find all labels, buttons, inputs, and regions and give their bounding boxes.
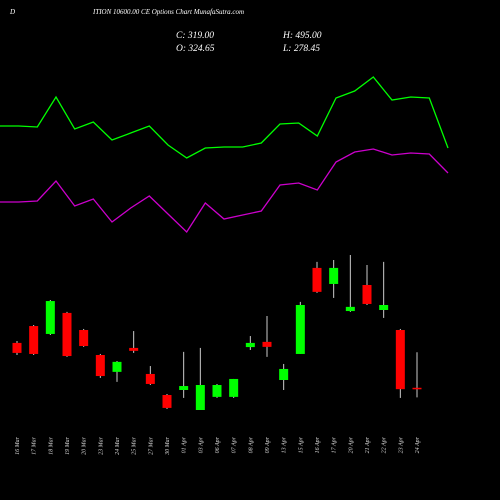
x-tick-label: 23 Apr	[398, 436, 404, 453]
candle-body	[179, 386, 189, 390]
candle-body	[45, 301, 55, 334]
candle-body	[229, 378, 239, 397]
candle-body	[412, 387, 422, 390]
x-tick-label: 07 Apr	[232, 436, 238, 453]
x-tick-label: 20 Apr	[348, 436, 354, 453]
candle-body	[312, 267, 322, 292]
candle-body	[212, 385, 222, 397]
ohlc-close: C: 319.00	[176, 31, 214, 41]
candle-body	[362, 285, 372, 304]
x-tick-label: 17 Mar	[32, 436, 38, 454]
candle-body	[12, 342, 22, 353]
candle-body	[345, 306, 355, 312]
indicator-line	[0, 148, 449, 234]
x-tick-label: 17 Apr	[332, 436, 338, 453]
x-tick-label: 06 Apr	[215, 436, 221, 453]
x-tick-label: 16 Mar	[15, 436, 21, 454]
x-tick-label: 23 Mar	[98, 436, 104, 454]
candle-body	[329, 267, 339, 284]
ohlc-low: L: 278.45	[282, 44, 320, 54]
x-tick-label: 15 Apr	[298, 436, 304, 453]
title-prefix: D	[9, 8, 15, 16]
x-tick-label: 19 Mar	[65, 436, 71, 454]
x-tick-label: 08 Apr	[248, 436, 254, 453]
candle-body	[79, 330, 89, 347]
x-tick-label: 30 Mar	[165, 436, 171, 455]
x-tick-label: 16 Apr	[315, 436, 321, 453]
x-tick-label: 09 Apr	[265, 436, 271, 453]
candle-body	[95, 355, 105, 377]
candle-body	[162, 395, 172, 408]
x-tick-label: 27 Mar	[148, 436, 154, 454]
candle-body	[279, 368, 289, 380]
candle-body	[112, 361, 122, 372]
chart-title: ITION 10600.00 CE Options Chart MunafaSu…	[92, 8, 244, 16]
ohlc-open: O: 324.65	[176, 44, 215, 54]
candle-body	[29, 326, 39, 354]
indicator-line	[0, 76, 449, 159]
x-tick-label: 20 Mar	[82, 436, 88, 454]
x-tick-label: 24 Apr	[414, 436, 421, 453]
x-tick-label: 18 Mar	[48, 436, 54, 454]
candle-body	[295, 305, 305, 354]
candle-body	[195, 385, 205, 410]
x-tick-label: 25 Mar	[132, 436, 138, 454]
x-tick-label: 03 Apr	[198, 436, 204, 453]
x-tick-label: 13 Apr	[282, 436, 288, 453]
candle-body	[262, 341, 272, 347]
candle-body	[62, 312, 72, 357]
candle-body	[145, 373, 155, 384]
ohlc-high: H: 495.00	[282, 31, 322, 41]
x-tick-label: 22 Apr	[382, 436, 388, 453]
x-tick-label: 01 Apr	[182, 436, 188, 453]
candle-body	[245, 342, 255, 348]
x-tick-label: 21 Apr	[365, 436, 371, 453]
x-tick-label: 24 Mar	[114, 436, 121, 454]
candle-body	[379, 305, 389, 310]
candle-body	[129, 347, 139, 351]
candle-body	[395, 330, 405, 390]
